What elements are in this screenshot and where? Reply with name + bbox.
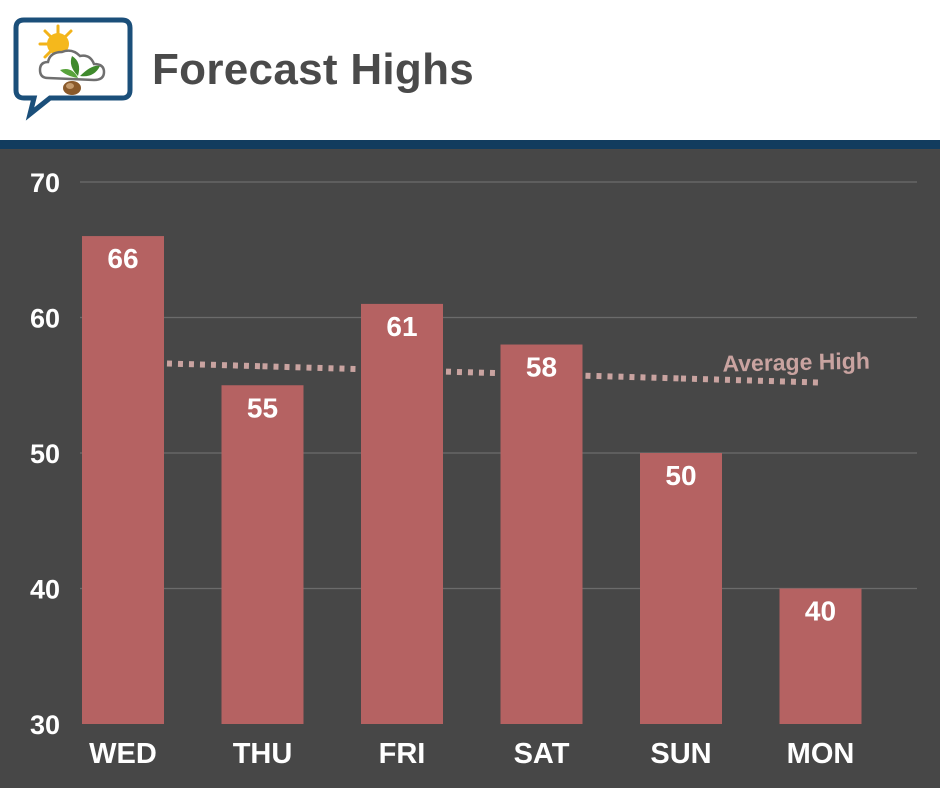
value-label: 40 [805,596,836,627]
value-label: 66 [107,243,138,274]
y-tick-label: 30 [30,710,60,740]
value-label: 50 [665,460,696,491]
bar-sun [640,453,722,724]
average-high-line [82,236,821,724]
gridlines [80,181,917,590]
value-label: 58 [526,352,557,383]
y-tick-label: 60 [30,304,60,334]
x-tick-label: THU [233,738,293,770]
average-high-label: Average High [722,348,870,377]
x-tick-label: FRI [379,738,426,770]
y-tick-label: 50 [30,439,60,469]
header-divider [0,140,940,149]
value-label: 61 [386,311,417,342]
average-high-segment [680,375,821,386]
bars [82,236,862,724]
average-high-segment [262,363,403,374]
bar-mon [779,588,862,724]
y-tick-label: 40 [30,575,60,605]
weather-chat-logo-icon [13,17,133,121]
labels: 30 40 50 60 70 Average High 66 WED 55 THU 61 FRI 58 S… [30,168,870,770]
bar-overlay-fri [361,303,443,724]
page-title: Forecast Highs [152,45,475,94]
x-tick-label: MON [787,738,855,770]
x-tick-label: WED [89,738,157,770]
forecast-bar-chart: 30 40 50 60 70 Average High 66 WED 55 THU 61 FRI 58 S… [30,168,917,770]
header: Forecast Highs [0,0,940,140]
x-tick-label: SAT [514,738,570,770]
bar-thu [221,385,304,724]
bar-overlay-sat [500,344,583,724]
x-tick-label: SUN [650,738,711,770]
value-label: 55 [247,392,278,423]
bar-overlay-wed [82,236,164,724]
y-tick-label: 70 [30,168,60,198]
